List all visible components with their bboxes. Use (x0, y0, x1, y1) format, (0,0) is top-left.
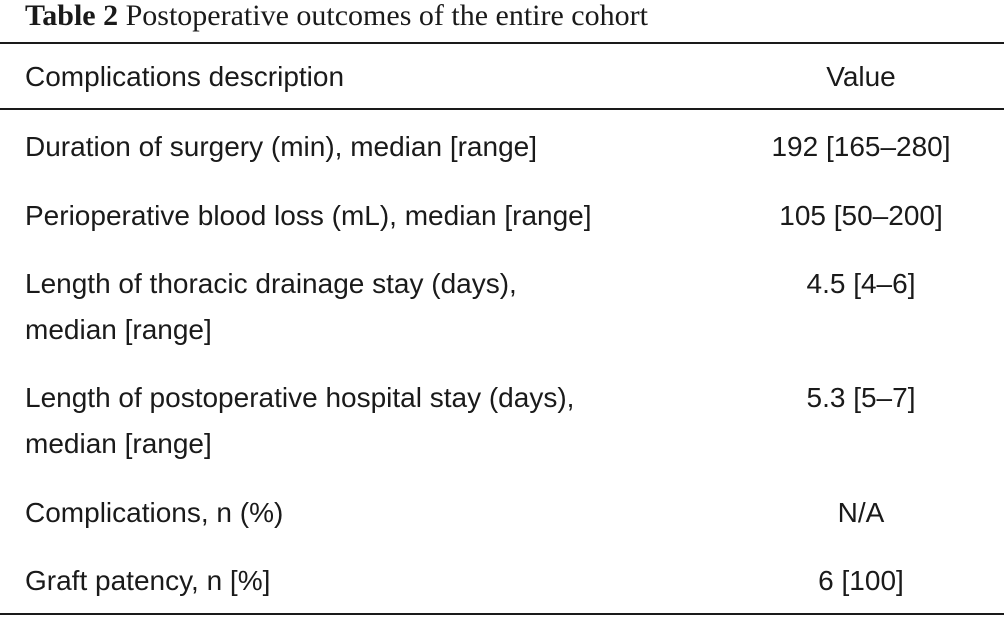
table-title: Postoperative outcomes of the entire coh… (125, 0, 648, 32)
row-value: N/A (837, 497, 885, 528)
row-value: 6 [100] (818, 565, 904, 596)
row-description: Length of thoracic drainage stay (days),… (25, 261, 725, 353)
row-description-line: Length of thoracic drainage stay (days), (25, 268, 517, 299)
table-number: Table 2 (25, 0, 119, 32)
column-header-description: Complications description (25, 61, 345, 92)
row-description-line: median [range] (25, 428, 212, 459)
row-description: Graft patency, n [%] (25, 565, 271, 596)
row-description: Perioperative blood loss (mL), median [r… (25, 200, 592, 231)
row-description: Length of postoperative hospital stay (d… (25, 375, 725, 467)
row-description: Complications, n (%) (25, 497, 284, 528)
row-value: 5.3 [5–7] (806, 382, 916, 413)
row-description-line: Length of postoperative hospital stay (d… (25, 382, 575, 413)
row-value: 105 [50–200] (779, 200, 943, 231)
row-description: Duration of surgery (min), median [range… (25, 131, 537, 162)
row-description-line: median [range] (25, 314, 212, 345)
row-value: 4.5 [4–6] (806, 268, 916, 299)
table-caption: Table 2 Postoperative outcomes of the en… (25, 0, 648, 36)
row-value: 192 [165–280] (771, 131, 951, 162)
table-top-rule (0, 42, 1004, 44)
table-header-rule (0, 108, 1004, 110)
column-header-value: Value (826, 61, 896, 92)
table-bottom-rule (0, 613, 1004, 615)
